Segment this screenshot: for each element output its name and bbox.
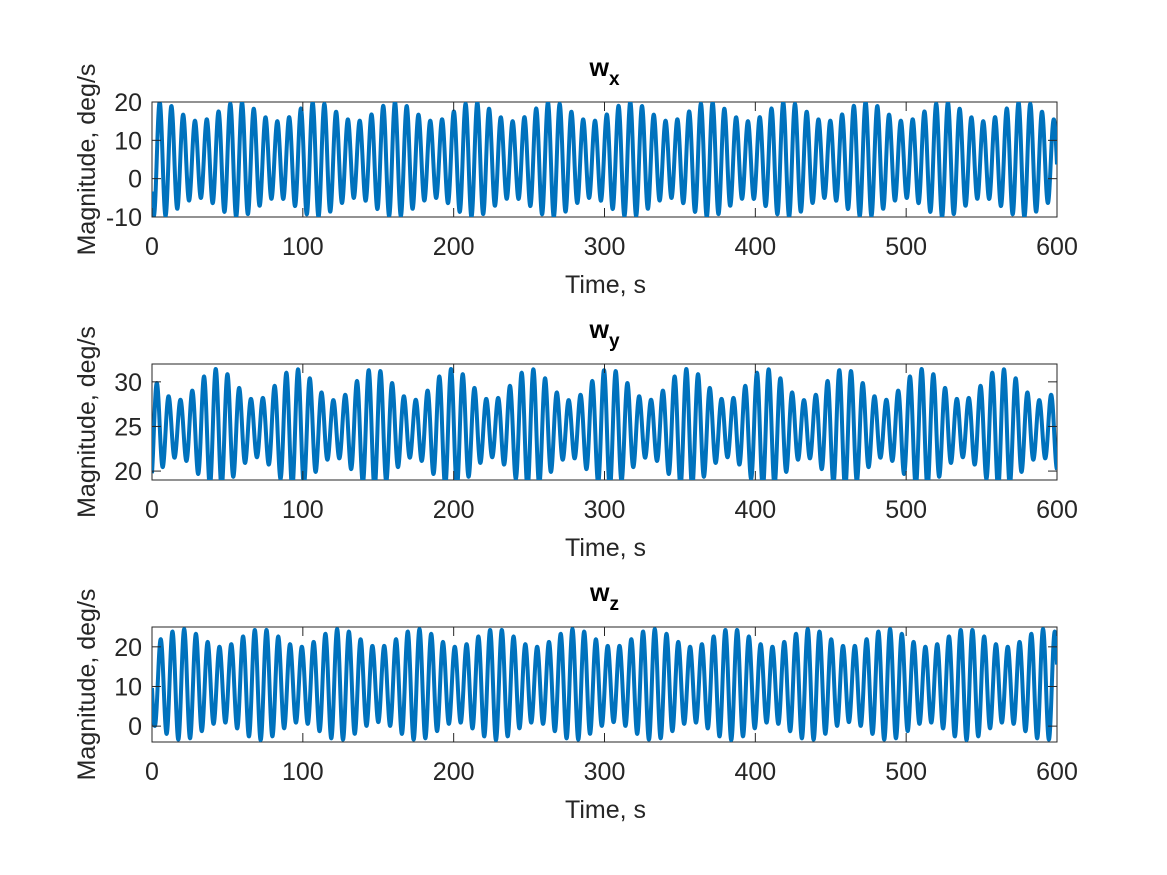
y-tick-label: 30 <box>114 369 142 397</box>
x-tick-label: 600 <box>1036 496 1078 524</box>
x-tick-label: 100 <box>282 233 324 261</box>
subplot-title: wy <box>588 316 619 352</box>
x-tick-label: 400 <box>734 233 776 261</box>
y-tick-label: 20 <box>114 458 142 486</box>
x-axis-label: Time, s <box>565 271 646 299</box>
y-tick-label: 20 <box>114 634 142 662</box>
x-tick-label: 100 <box>282 496 324 524</box>
series-line-1 <box>152 627 1057 742</box>
x-tick-label: 0 <box>145 233 159 261</box>
y-axis-label: Magnitude, deg/s <box>73 589 101 781</box>
x-tick-label: 500 <box>885 758 927 786</box>
y-tick-label: 0 <box>128 166 142 194</box>
x-tick-label: 300 <box>584 233 626 261</box>
x-tick-label: 200 <box>433 496 475 524</box>
x-tick-label: 500 <box>885 496 927 524</box>
x-axis-label: Time, s <box>565 796 646 824</box>
x-tick-label: 600 <box>1036 233 1078 261</box>
x-tick-label: 400 <box>734 758 776 786</box>
x-tick-label: 200 <box>433 758 475 786</box>
subplot-2: 0 100 200 300 400 500 600 20 25 30 Time, s Magnitud… <box>73 316 1078 562</box>
x-tick-label: 0 <box>145 496 159 524</box>
x-tick-label: 100 <box>282 758 324 786</box>
y-tick-label: 25 <box>114 413 142 441</box>
x-tick-label: 600 <box>1036 758 1078 786</box>
y-tick-label: 0 <box>128 713 142 741</box>
x-tick-label: 0 <box>145 758 159 786</box>
y-tick-label: 10 <box>114 127 142 155</box>
x-tick-label: 500 <box>885 233 927 261</box>
subplot-3: 0 100 200 300 400 500 600 0 10 20 Time, s Magnitude… <box>73 579 1078 824</box>
x-tick-label: 400 <box>734 496 776 524</box>
x-tick-label: 200 <box>433 233 475 261</box>
series-line-1 <box>152 102 1057 217</box>
y-axis-label: Magnitude, deg/s <box>73 326 101 518</box>
y-tick-label: -10 <box>106 204 142 232</box>
y-axis-label: Magnitude, deg/s <box>73 64 101 256</box>
subplot-title: wx <box>588 54 619 90</box>
x-tick-label: 300 <box>584 496 626 524</box>
x-tick-label: 300 <box>584 758 626 786</box>
subplot-title: wz <box>589 579 619 615</box>
y-tick-label: 10 <box>114 673 142 701</box>
y-tick-label: 20 <box>114 89 142 117</box>
x-axis-label: Time, s <box>565 534 646 562</box>
